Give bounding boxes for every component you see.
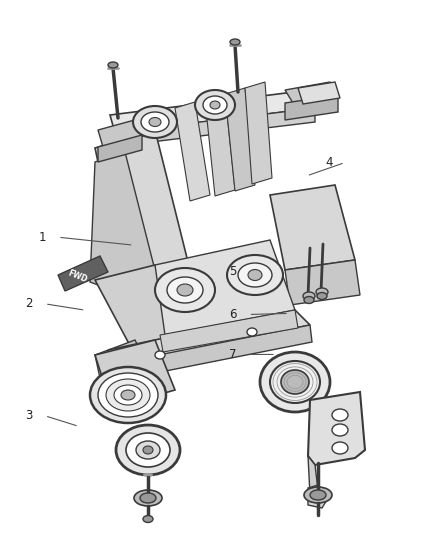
Polygon shape — [95, 265, 195, 355]
Text: 6: 6 — [229, 308, 237, 321]
Ellipse shape — [230, 39, 240, 45]
Polygon shape — [110, 108, 315, 147]
Polygon shape — [95, 130, 190, 288]
Ellipse shape — [121, 390, 135, 400]
Ellipse shape — [203, 96, 227, 114]
Ellipse shape — [304, 487, 332, 503]
Ellipse shape — [143, 446, 153, 454]
Ellipse shape — [332, 409, 348, 421]
Polygon shape — [245, 82, 272, 184]
Ellipse shape — [304, 296, 314, 303]
Polygon shape — [308, 456, 318, 495]
Ellipse shape — [227, 255, 283, 295]
Ellipse shape — [248, 270, 262, 280]
Polygon shape — [108, 325, 312, 382]
Polygon shape — [285, 95, 338, 120]
Ellipse shape — [155, 268, 215, 312]
Polygon shape — [58, 256, 108, 291]
Ellipse shape — [317, 293, 327, 300]
Ellipse shape — [149, 117, 161, 126]
Polygon shape — [308, 392, 365, 465]
Polygon shape — [155, 240, 295, 335]
Ellipse shape — [133, 106, 177, 138]
Ellipse shape — [116, 425, 180, 475]
Polygon shape — [90, 152, 160, 295]
Ellipse shape — [247, 328, 257, 336]
Text: 5: 5 — [229, 265, 237, 278]
Ellipse shape — [167, 277, 203, 303]
Ellipse shape — [90, 367, 166, 423]
Ellipse shape — [195, 90, 235, 120]
Polygon shape — [285, 260, 360, 305]
Text: 3: 3 — [25, 409, 33, 422]
Ellipse shape — [310, 490, 326, 500]
Ellipse shape — [98, 373, 158, 417]
Ellipse shape — [260, 352, 330, 412]
Polygon shape — [285, 82, 338, 103]
Polygon shape — [298, 82, 340, 104]
Ellipse shape — [108, 62, 118, 68]
Polygon shape — [95, 340, 175, 408]
Polygon shape — [108, 310, 310, 365]
Polygon shape — [98, 118, 147, 147]
Ellipse shape — [270, 361, 320, 403]
Ellipse shape — [136, 441, 160, 459]
Text: 2: 2 — [25, 297, 33, 310]
Ellipse shape — [140, 493, 156, 503]
Polygon shape — [225, 88, 255, 191]
Ellipse shape — [332, 442, 348, 454]
Ellipse shape — [134, 490, 162, 506]
Text: FWD: FWD — [67, 268, 89, 284]
Text: 7: 7 — [229, 348, 237, 361]
Ellipse shape — [238, 263, 272, 287]
Polygon shape — [308, 485, 328, 508]
Ellipse shape — [114, 385, 142, 405]
Ellipse shape — [316, 288, 328, 296]
Polygon shape — [98, 135, 142, 162]
Ellipse shape — [210, 101, 220, 109]
Polygon shape — [175, 102, 210, 201]
Ellipse shape — [106, 379, 150, 411]
Ellipse shape — [281, 370, 309, 394]
Ellipse shape — [126, 433, 170, 467]
Polygon shape — [205, 94, 235, 196]
Polygon shape — [160, 310, 298, 352]
Ellipse shape — [143, 515, 153, 522]
Polygon shape — [110, 90, 315, 133]
Ellipse shape — [332, 424, 348, 436]
Ellipse shape — [155, 351, 165, 359]
Ellipse shape — [141, 112, 169, 132]
Ellipse shape — [303, 292, 315, 300]
Polygon shape — [95, 340, 165, 415]
Text: 1: 1 — [39, 231, 46, 244]
Polygon shape — [270, 185, 355, 270]
Text: 4: 4 — [325, 156, 333, 169]
Ellipse shape — [177, 284, 193, 296]
